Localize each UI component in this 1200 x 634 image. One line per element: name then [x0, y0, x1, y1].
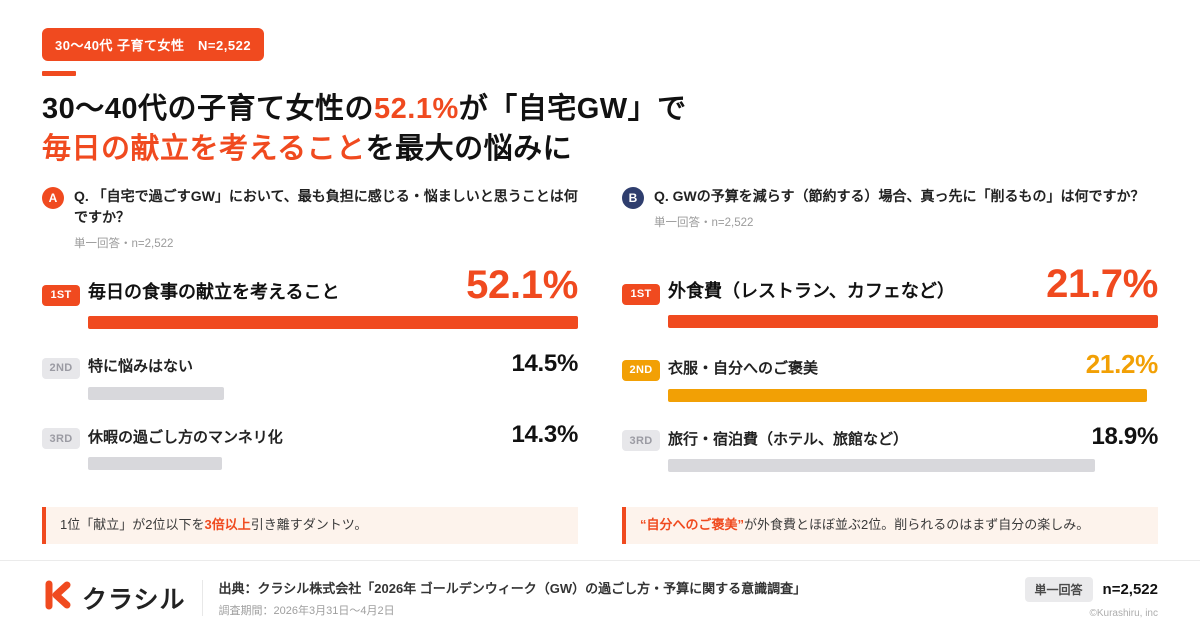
panel-question-b: B Q. GWの予算を減らす（節約する）場合、真っ先に「削るもの」は何ですか？ … [622, 186, 1158, 545]
bar-track [668, 459, 1158, 473]
question-a-block: A Q. 「自宅で過ごすGW」において、最も負担に感じる・悩ましいと思うことは何… [42, 186, 578, 251]
kurashiru-logo-icon [42, 579, 74, 616]
kurashiru-brand: クラシル [42, 579, 186, 616]
title-text: が「自宅GW」で [458, 93, 687, 125]
bar-fill [88, 316, 578, 330]
note-text: 1位「献立」が2位以下を [60, 517, 205, 533]
title-text: 30〜40代の子育て女性の [42, 93, 375, 125]
ranking-row: 1ST 毎日の食事の献立を考えること 52.1% [42, 263, 578, 330]
title-accent-bar [42, 71, 76, 76]
bar-fill [668, 459, 1095, 473]
footer-right-top: 単一回答 n=2,522 [1024, 576, 1158, 602]
rank-value: 52.1% [466, 263, 578, 308]
ranking-row: 2ND 衣服・自分へのご褒美 21.2% [622, 349, 1158, 402]
ranking-row: 2ND 特に悩みはない 14.5% [42, 350, 578, 400]
footer-right-block: 単一回答 n=2,522 ©Kurashiru, inc [1024, 576, 1158, 619]
rank-label: 外食費（レストラン、カフェなど） [668, 281, 955, 302]
question-a-answer-type: 単一回答・n=2,522 [74, 238, 174, 251]
footer: クラシル 出典：クラシル株式会社「2026年 ゴールデンウィーク（GW）の過ごし… [0, 560, 1200, 634]
rank-label: 休暇の過ごし方のマンネリ化 [88, 428, 283, 446]
insight-note-a: 1位「献立」が2位以下を3倍以上引き離すダントツ。 [42, 507, 578, 545]
rank-value: 21.2% [1085, 349, 1159, 380]
note-highlight: 3倍以上 [204, 517, 251, 533]
bar-fill [668, 388, 1147, 402]
note-highlight: “自分へのご褒美” [640, 517, 745, 533]
rank-badge-2nd: 2ND [42, 357, 80, 379]
rank-label: 特に悩みはない [88, 358, 194, 376]
copyright-text: ©Kurashiru, inc [1089, 607, 1158, 619]
bar-track [88, 457, 578, 471]
question-a-marker: A [42, 187, 64, 210]
title-line-2: 毎日の献立を考えることを最大の悩みに [42, 129, 1158, 169]
question-a-body: Q. 「自宅で過ごすGW」において、最も負担に感じる・悩ましいと思うことは何です… [74, 186, 578, 251]
ranking-row-line: 3RD 旅行・宿泊費（ホテル、旅館など） 18.9% [622, 423, 1158, 452]
title-highlight-topic: 毎日の献立を考えること [42, 133, 366, 166]
ranking-row-line: 1ST 毎日の食事の献立を考えること 52.1% [42, 263, 578, 308]
rank-value: 21.7% [1046, 262, 1158, 307]
bar-fill [88, 386, 225, 400]
question-b-body: Q. GWの予算を減らす（節約する）場合、真っ先に「削るもの」は何ですか？ 単一… [654, 186, 1158, 250]
rank-badge-1st: 1ST [42, 284, 80, 306]
question-b-block: B Q. GWの予算を減らす（節約する）場合、真っ先に「削るもの」は何ですか？ … [622, 186, 1158, 250]
ranking-row: 3RD 旅行・宿泊費（ホテル、旅館など） 18.9% [622, 423, 1158, 473]
bar-track [668, 388, 1158, 402]
main-content: 30〜40代 子育て女性 N=2,522 30〜40代の子育て女性の52.1%が… [42, 28, 1158, 545]
bar-fill [668, 315, 1158, 329]
rank-value: 14.3% [511, 420, 578, 448]
title-text: を最大の悩みに [365, 133, 573, 166]
rank-value: 18.9% [1091, 422, 1158, 450]
ranking-row: 1ST 外食費（レストラン、カフェなど） 21.7% [622, 262, 1158, 329]
charts-columns: A Q. 「自宅で過ごすGW」において、最も負担に感じる・悩ましいと思うことは何… [42, 186, 1158, 545]
rank-label: 旅行・宿泊費（ホテル、旅館など） [668, 430, 909, 448]
note-text: が外食費とほぼ並ぶ2位。削られるのはまず自分の楽しみ。 [744, 517, 1090, 533]
footer-divider [201, 579, 203, 616]
source-block: 出典：クラシル株式会社「2026年 ゴールデンウィーク（GW）の過ごし方・予算に… [219, 578, 807, 618]
rank-badge-1st: 1ST [622, 283, 660, 305]
question-b-text: Q. GWの予算を減らす（節約する）場合、真っ先に「削るもの」は何ですか？ [654, 188, 1145, 205]
bar-track [668, 315, 1158, 329]
ranking-row-line: 2ND 衣服・自分へのご褒美 21.2% [622, 349, 1158, 381]
survey-period-text: 調査期間：2026年3月31日〜4月2日 [218, 604, 395, 617]
bar-fill [88, 457, 223, 471]
question-a-text: Q. 「自宅で過ごすGW」において、最も負担に感じる・悩ましいと思うことは何です… [74, 188, 578, 226]
ranking-row-line: 1ST 外食費（レストラン、カフェなど） 21.7% [622, 262, 1158, 307]
sample-size-label: n=2,522 [1102, 580, 1158, 598]
ranking-row: 3RD 休暇の過ごし方のマンネリ化 14.3% [42, 421, 578, 471]
insight-note-b: “自分へのご褒美”が外食費とほぼ並ぶ2位。削られるのはまず自分の楽しみ。 [622, 507, 1158, 545]
rank-value: 14.5% [511, 350, 578, 378]
ranking-list-b: 1ST 外食費（レストラン、カフェなど） 21.7% 2ND 衣服・自分へのご褒… [622, 262, 1158, 493]
audience-badge: 30〜40代 子育て女性 N=2,522 [42, 28, 265, 61]
question-b-answer-type: 単一回答・n=2,522 [654, 217, 754, 230]
title-line-1: 30〜40代の子育て女性の52.1%が「自宅GW」で [42, 89, 1158, 129]
bar-track [88, 386, 578, 400]
rank-badge-3rd: 3RD [622, 430, 660, 452]
brand-name: クラシル [82, 585, 186, 614]
rank-label: 衣服・自分へのご褒美 [668, 360, 819, 378]
source-text: 出典：クラシル株式会社「2026年 ゴールデンウィーク（GW）の過ごし方・予算に… [218, 580, 807, 596]
rank-badge-3rd: 3RD [42, 428, 80, 450]
rank-badge-2nd: 2ND [622, 359, 660, 381]
note-text: 引き離すダントツ。 [250, 517, 368, 533]
question-b-marker: B [622, 187, 644, 210]
title-highlight-percent: 52.1% [374, 93, 459, 125]
rank-label: 毎日の食事の献立を考えること [88, 282, 340, 303]
page-title: 30〜40代の子育て女性の52.1%が「自宅GW」で 毎日の献立を考えることを最… [42, 89, 1158, 169]
panel-question-a: A Q. 「自宅で過ごすGW」において、最も負担に感じる・悩ましいと思うことは何… [42, 186, 578, 545]
ranking-row-line: 3RD 休暇の過ごし方のマンネリ化 14.3% [42, 421, 578, 450]
bar-track [88, 316, 578, 330]
ranking-list-a: 1ST 毎日の食事の献立を考えること 52.1% 2ND 特に悩みはない 14.… [42, 263, 578, 491]
ranking-row-line: 2ND 特に悩みはない 14.5% [42, 350, 578, 379]
answer-type-badge: 単一回答 [1024, 576, 1093, 602]
